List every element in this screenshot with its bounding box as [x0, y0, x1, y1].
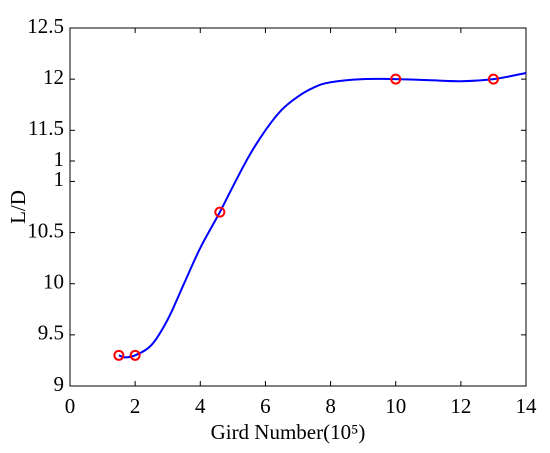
fit-curve [118, 72, 527, 359]
y-tick-label: 9 [54, 372, 65, 396]
y-tick-label: 9.5 [38, 321, 64, 345]
x-tick-label: 0 [65, 394, 76, 418]
y-axis-label: L/D [6, 190, 30, 224]
x-tick-label: 14 [516, 394, 538, 418]
y-tick-label: 10 [43, 270, 64, 294]
y-tick-label: 11.5 [28, 116, 64, 140]
plot-frame [69, 27, 527, 387]
x-tick-label: 12 [450, 394, 471, 418]
data-point [390, 73, 402, 85]
data-point [113, 349, 125, 361]
x-tick-label: 2 [130, 394, 141, 418]
data-point [129, 349, 141, 361]
x-tick-label: 4 [195, 394, 206, 418]
data-point [214, 206, 226, 218]
x-axis-label: Gird Number(10⁵) [211, 420, 366, 444]
y-tick-label: 1 [54, 147, 65, 171]
x-tick-label: 10 [385, 394, 406, 418]
x-tick-label: 6 [260, 394, 271, 418]
y-tick-label: 10.5 [27, 218, 64, 242]
y-tick-label: 1 [54, 167, 65, 191]
y-tick-label: 12 [43, 65, 64, 89]
data-point [487, 73, 499, 85]
x-tick-label: 8 [325, 394, 336, 418]
y-tick-label: 12.5 [27, 14, 64, 38]
